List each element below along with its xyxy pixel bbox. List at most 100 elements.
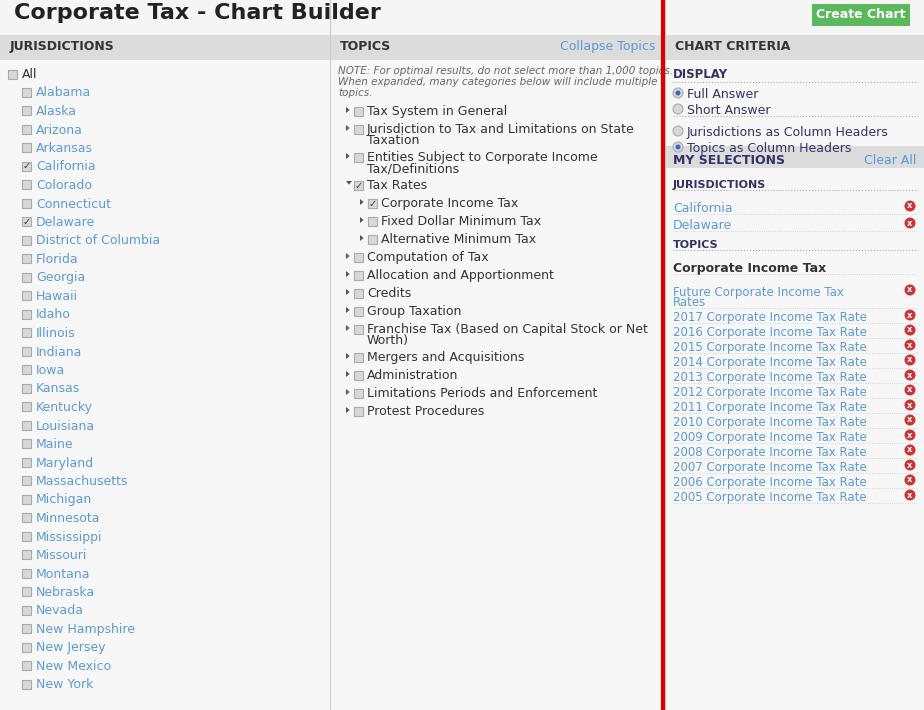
Polygon shape — [346, 253, 349, 259]
Bar — [22, 273, 31, 281]
Circle shape — [905, 200, 916, 212]
Bar — [354, 371, 363, 380]
Bar — [354, 407, 363, 416]
Bar — [663, 0, 924, 710]
Circle shape — [905, 385, 916, 395]
Text: Michigan: Michigan — [36, 493, 92, 506]
Polygon shape — [360, 235, 364, 241]
Text: New Jersey: New Jersey — [36, 642, 105, 655]
Text: x: x — [907, 202, 913, 210]
Text: DISPLAY: DISPLAY — [673, 68, 728, 81]
Text: x: x — [907, 285, 913, 295]
Circle shape — [675, 90, 680, 96]
Bar — [22, 661, 31, 670]
Bar — [22, 87, 31, 97]
Text: Arkansas: Arkansas — [36, 142, 93, 155]
Text: Jurisdiction to Tax and Limitations on State: Jurisdiction to Tax and Limitations on S… — [367, 123, 635, 136]
Circle shape — [905, 285, 916, 295]
Text: ✓: ✓ — [22, 161, 30, 171]
Text: 2013 Corporate Income Tax Rate: 2013 Corporate Income Tax Rate — [673, 371, 867, 384]
Bar — [354, 289, 363, 298]
Text: Minnesota: Minnesota — [36, 512, 101, 525]
Bar — [22, 383, 31, 393]
Text: JURISDICTIONS: JURISDICTIONS — [673, 180, 766, 190]
Circle shape — [905, 444, 916, 456]
Bar — [330, 35, 665, 60]
Text: ✓: ✓ — [355, 180, 362, 190]
Text: 2014 Corporate Income Tax Rate: 2014 Corporate Income Tax Rate — [673, 356, 867, 369]
Text: District of Columbia: District of Columbia — [36, 234, 160, 248]
Bar — [812, 4, 910, 26]
Circle shape — [905, 339, 916, 351]
Text: x: x — [907, 325, 913, 334]
Text: Colorado: Colorado — [36, 179, 92, 192]
Polygon shape — [346, 289, 349, 295]
Text: NOTE: For optimal results, do not select more than 1,000 topics.: NOTE: For optimal results, do not select… — [338, 66, 673, 76]
Bar — [0, 0, 924, 35]
Bar — [22, 643, 31, 652]
Text: Corporate Tax - Chart Builder: Corporate Tax - Chart Builder — [14, 3, 381, 23]
Text: Alabama: Alabama — [36, 87, 91, 99]
Bar — [8, 70, 17, 79]
Bar — [354, 125, 363, 134]
Bar — [22, 161, 31, 170]
Bar — [22, 346, 31, 356]
Text: Tax Rates: Tax Rates — [367, 179, 427, 192]
Polygon shape — [346, 325, 349, 331]
Bar — [22, 606, 31, 614]
Bar — [22, 494, 31, 503]
Text: Delaware: Delaware — [36, 216, 95, 229]
Text: 2007 Corporate Income Tax Rate: 2007 Corporate Income Tax Rate — [673, 461, 867, 474]
Text: x: x — [907, 461, 913, 469]
Text: x: x — [907, 430, 913, 439]
Bar — [22, 217, 31, 226]
Bar — [22, 420, 31, 430]
Text: x: x — [907, 219, 913, 227]
Bar — [22, 124, 31, 133]
Text: 2006 Corporate Income Tax Rate: 2006 Corporate Income Tax Rate — [673, 476, 867, 489]
Bar — [665, 146, 924, 168]
Text: topics.: topics. — [338, 88, 372, 98]
Bar — [22, 587, 31, 596]
Text: x: x — [907, 476, 913, 484]
Polygon shape — [346, 389, 349, 395]
Text: Idaho: Idaho — [36, 309, 71, 322]
Circle shape — [905, 369, 916, 381]
Text: Alternative Minimum Tax: Alternative Minimum Tax — [381, 233, 536, 246]
Text: Jurisdictions as Column Headers: Jurisdictions as Column Headers — [687, 126, 889, 139]
Text: Franchise Tax (Based on Capital Stock or Net: Franchise Tax (Based on Capital Stock or… — [367, 323, 648, 336]
Bar — [354, 181, 363, 190]
Bar — [354, 353, 363, 362]
Bar — [0, 35, 330, 710]
Circle shape — [905, 489, 916, 501]
Text: When expanded, many categories below will include multiple: When expanded, many categories below wil… — [338, 77, 658, 87]
Text: Kentucky: Kentucky — [36, 401, 93, 414]
Text: California: California — [36, 160, 95, 173]
Text: x: x — [907, 356, 913, 364]
Text: Delaware: Delaware — [673, 219, 732, 232]
Text: New York: New York — [36, 679, 93, 692]
Text: Arizona: Arizona — [36, 124, 83, 136]
Bar — [22, 328, 31, 337]
Bar — [22, 679, 31, 689]
Circle shape — [905, 217, 916, 229]
Polygon shape — [346, 271, 349, 277]
Text: Short Answer: Short Answer — [687, 104, 771, 117]
Text: Protest Procedures: Protest Procedures — [367, 405, 484, 418]
Text: Corporate Income Tax: Corporate Income Tax — [381, 197, 518, 210]
Text: Corporate Income Tax: Corporate Income Tax — [673, 262, 826, 275]
Circle shape — [905, 324, 916, 336]
Text: New Mexico: New Mexico — [36, 660, 111, 673]
Text: Mergers and Acquisitions: Mergers and Acquisitions — [367, 351, 525, 364]
Text: California: California — [673, 202, 733, 215]
Text: Administration: Administration — [367, 369, 458, 382]
Bar — [354, 253, 363, 262]
Bar — [330, 35, 665, 710]
Text: Fixed Dollar Minimum Tax: Fixed Dollar Minimum Tax — [381, 215, 541, 228]
Bar — [22, 532, 31, 540]
Text: Illinois: Illinois — [36, 327, 76, 340]
Text: TOPICS: TOPICS — [673, 240, 719, 250]
Polygon shape — [360, 199, 364, 205]
Bar — [368, 199, 377, 208]
Text: Iowa: Iowa — [36, 364, 66, 377]
